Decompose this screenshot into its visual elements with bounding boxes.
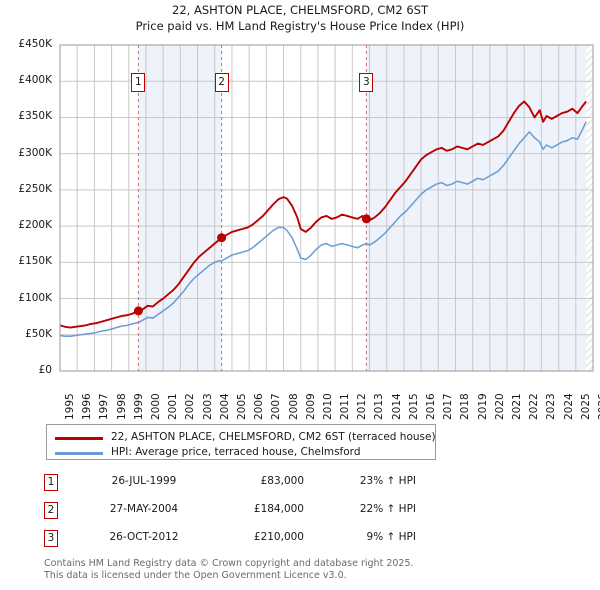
- transaction-index-badge: 3: [44, 530, 58, 547]
- legend-item: 22, ASHTON PLACE, CHELMSFORD, CM2 6ST (t…: [47, 429, 436, 447]
- footer-line-1: Contains HM Land Registry data © Crown c…: [44, 558, 414, 569]
- y-axis-tick-label: £300K: [18, 146, 52, 159]
- x-axis-labels: 1995 1996 1997 1998 1999 2000 2001 2002 2003 2004…: [0, 376, 600, 426]
- x-axis-tick-label: 2014: [390, 393, 403, 420]
- table-row: 1 26-JUL-1999 £83,000 23% ↑ HPI: [44, 472, 464, 500]
- x-axis-tick-label: 2001: [167, 393, 180, 420]
- x-axis-tick-label: 1997: [98, 393, 111, 420]
- x-axis-tick-label: 2023: [545, 393, 558, 420]
- y-axis-tick-label: £350K: [18, 110, 52, 123]
- transaction-date: 26-JUL-1999: [111, 475, 177, 487]
- footer-attribution: Contains HM Land Registry data © Crown c…: [44, 558, 564, 581]
- x-axis-tick-label: 2018: [459, 393, 472, 420]
- chart-area: £0 £50K £100K £150K £200K £250K £300K £350K £400…: [0, 38, 600, 380]
- legend-color-swatch: [55, 437, 103, 440]
- x-axis-tick-label: 1999: [132, 393, 145, 420]
- transaction-index-badge: 1: [44, 474, 58, 491]
- transaction-hpi-delta: 22% ↑ HPI: [359, 503, 416, 515]
- chart-marker-box-1: 1: [131, 73, 146, 92]
- transaction-date: 27-MAY-2004: [109, 503, 179, 515]
- y-axis-tick-label: £200K: [18, 219, 52, 232]
- chart-legend: 22, ASHTON PLACE, CHELMSFORD, CM2 6ST (t…: [46, 424, 436, 460]
- legend-item: HPI: Average price, terraced house, Chel…: [47, 444, 435, 462]
- table-row: 2 27-MAY-2004 £184,000 22% ↑ HPI: [44, 500, 464, 528]
- hatched-future-region: [586, 45, 593, 371]
- transaction-index-badge: 2: [44, 502, 58, 519]
- footer-line-2: This data is licensed under the Open Gov…: [44, 569, 347, 581]
- transaction-price: £83,000: [260, 475, 304, 487]
- x-axis-tick-label: 2024: [562, 393, 575, 420]
- transaction-price: £210,000: [253, 531, 304, 543]
- y-axis-tick-label: £400K: [18, 74, 52, 87]
- x-axis-tick-label: 2013: [373, 393, 386, 420]
- transaction-hpi-delta: 23% ↑ HPI: [359, 475, 416, 487]
- chart-marker-box-3: 3: [359, 73, 374, 92]
- x-axis-tick-label: 2008: [287, 393, 300, 420]
- price-history-chart: [59, 44, 594, 372]
- title-line-1: 22, ASHTON PLACE, CHELMSFORD, CM2 6ST: [172, 3, 428, 17]
- legend-color-swatch: [55, 452, 103, 455]
- x-axis-tick-label: 2025: [579, 393, 592, 420]
- x-axis-tick-label: 2020: [493, 393, 506, 420]
- x-axis-tick-label: 2009: [304, 393, 317, 420]
- shaded-bands: [138, 45, 587, 371]
- x-axis-tick-label: 2021: [511, 393, 524, 420]
- x-axis-tick-label: 2016: [425, 393, 438, 420]
- y-axis-tick-label: £0: [38, 364, 52, 376]
- transaction-date: 26-OCT-2012: [109, 531, 179, 543]
- y-axis-tick-label: £250K: [18, 182, 52, 195]
- y-axis-tick-label: £50K: [25, 327, 52, 340]
- x-axis-tick-label: 1998: [115, 393, 128, 420]
- transaction-marker-lines: [137, 45, 367, 371]
- x-axis-tick-label: 2019: [476, 393, 489, 420]
- page-title: 22, ASHTON PLACE, CHELMSFORD, CM2 6ST Pr…: [0, 2, 600, 34]
- x-axis-tick-label: 1996: [81, 393, 94, 420]
- x-axis-tick-label: 2010: [321, 393, 334, 420]
- y-axis-tick-label: £100K: [18, 291, 52, 304]
- x-axis-tick-label: 2006: [253, 393, 266, 420]
- transaction-hpi-delta: 9% ↑ HPI: [366, 531, 416, 543]
- transaction-price: £184,000: [253, 503, 304, 515]
- table-row: 3 26-OCT-2012 £210,000 9% ↑ HPI: [44, 528, 464, 556]
- chart-marker-box-2: 2: [214, 73, 229, 92]
- x-axis-tick-label: 2011: [339, 393, 352, 420]
- x-axis-tick-label: 1995: [64, 393, 76, 420]
- x-axis-tick-label: 2012: [356, 393, 369, 420]
- x-axis-tick-label: 2015: [407, 393, 420, 420]
- x-axis-tick-label: 2022: [528, 393, 541, 420]
- x-axis-tick-label: 2003: [201, 393, 214, 420]
- transactions-table: 1 26-JUL-1999 £83,000 23% ↑ HPI 2 27-MAY-2004…: [44, 472, 464, 556]
- x-axis-tick-label: 2005: [235, 393, 248, 420]
- x-axis-tick-label: 2000: [149, 393, 162, 420]
- title-line-2: Price paid vs. HM Land Registry's House …: [135, 19, 465, 33]
- legend-label: HPI: Average price, terraced house, Chel…: [111, 446, 361, 458]
- transaction-point-markers: [133, 214, 371, 316]
- x-axis-tick-label: 2017: [442, 393, 455, 420]
- plot-frame: [59, 44, 594, 372]
- series-lines: [59, 100, 587, 337]
- x-axis-tick-label: 2004: [218, 393, 231, 420]
- legend-label: 22, ASHTON PLACE, CHELMSFORD, CM2 6ST (t…: [111, 431, 436, 443]
- y-axis-tick-label: £450K: [18, 38, 52, 50]
- x-axis-tick-label: 2007: [270, 393, 283, 420]
- x-axis-tick-label: 2002: [184, 393, 197, 420]
- y-axis-tick-label: £150K: [18, 255, 52, 268]
